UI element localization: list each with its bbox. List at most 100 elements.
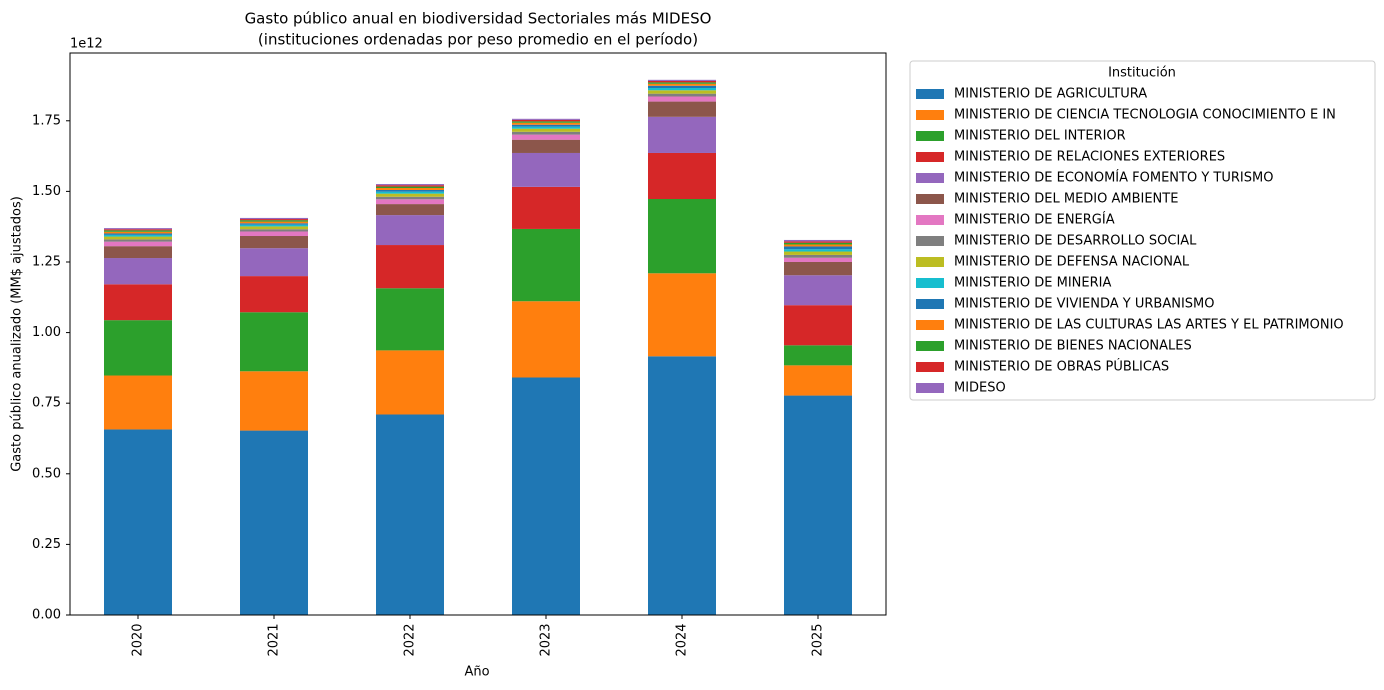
x-tick-label: 2020 — [131, 623, 146, 656]
legend-label: MINISTERIO DE ENERGÍA — [954, 212, 1115, 228]
legend-swatch — [916, 194, 944, 204]
bar-segment — [240, 219, 308, 221]
bar-segment — [104, 320, 172, 376]
y-tick-label: 0.25 — [32, 537, 61, 552]
bar-segment — [784, 261, 852, 276]
bar-segment — [240, 217, 308, 220]
legend-label: MINISTERIO DE DEFENSA NACIONAL — [954, 255, 1190, 270]
legend-swatch — [916, 278, 944, 288]
bar-segment — [240, 221, 308, 224]
legend-label: MINISTERIO DE CIENCIA TECNOLOGIA CONOCIM… — [954, 108, 1336, 123]
bar-segment — [240, 224, 308, 227]
bar-segment — [784, 241, 852, 243]
bar-segment — [648, 96, 716, 102]
bar-segment — [512, 118, 580, 120]
y-tick-label: 1.25 — [32, 254, 61, 269]
bar-segment — [376, 199, 444, 205]
legend-swatch — [916, 89, 944, 99]
bar-segment — [648, 199, 716, 274]
bar-segment — [104, 258, 172, 285]
bar-segment — [784, 242, 852, 245]
bar-segment — [784, 239, 852, 242]
bar-segment — [240, 312, 308, 372]
bar-segment — [784, 246, 852, 250]
bar-segment — [512, 377, 580, 615]
x-tick-label: 2022 — [403, 623, 418, 656]
bar-segment — [648, 82, 716, 84]
bar-segment — [512, 186, 580, 229]
bar-segment — [376, 185, 444, 187]
bar-segment — [648, 85, 716, 89]
bar-segment — [104, 233, 172, 235]
bar-segment — [376, 245, 444, 289]
bar-segment — [784, 345, 852, 366]
bar-segment — [648, 116, 716, 153]
legend-label: MINISTERIO DEL INTERIOR — [954, 129, 1126, 144]
bar-segment — [648, 80, 716, 83]
bar-segment — [512, 119, 580, 122]
legend-box — [909, 60, 1376, 401]
bar-segment — [104, 228, 172, 230]
legend-label: MINISTERIO DE ECONOMÍA FOMENTO Y TURISMO — [954, 170, 1273, 186]
legend-label: MINISTERIO DE BIENES NACIONALES — [954, 339, 1192, 354]
bar-segment — [240, 220, 308, 222]
bar-segment — [240, 276, 308, 313]
x-tick-label: 2025 — [811, 623, 826, 656]
bar-segment — [784, 251, 852, 255]
y-axis-label: Gasto público anualizado (MM$ ajustados) — [10, 196, 25, 472]
bar-segment — [512, 152, 580, 187]
x-tick-label: 2021 — [267, 623, 282, 656]
bar-segment — [648, 83, 716, 86]
legend-swatch — [916, 131, 944, 141]
bar-segment — [512, 128, 580, 132]
bar-segment — [376, 187, 444, 190]
bar-segment — [784, 249, 852, 252]
bar-segment — [240, 430, 308, 615]
bar-segment — [376, 204, 444, 216]
y-tick-label: 1.50 — [32, 184, 61, 199]
bar-segment — [104, 375, 172, 430]
bar-segment — [648, 79, 716, 81]
legend-label: MINISTERIO DEL MEDIO AMBIENTE — [954, 192, 1178, 207]
bar-segment — [648, 152, 716, 200]
legend-swatch — [916, 152, 944, 162]
bar-segment — [512, 124, 580, 127]
bar-segment — [784, 365, 852, 396]
legend-label: MINISTERIO DE AGRICULTURA — [954, 87, 1147, 102]
bar-segment — [512, 122, 580, 125]
bar-segment — [376, 186, 444, 188]
bar-segment — [512, 301, 580, 378]
bar-segment — [104, 239, 172, 242]
bar-segment — [784, 275, 852, 306]
bar-segment — [512, 126, 580, 129]
bar-segment — [376, 191, 444, 194]
bar-segment — [376, 184, 444, 186]
legend-swatch — [916, 383, 944, 393]
plot-frame — [69, 52, 887, 616]
bar-segment — [104, 284, 172, 321]
bar-segment — [784, 395, 852, 615]
bar-segment — [240, 371, 308, 431]
x-tick-label: 2024 — [675, 623, 690, 656]
legend-title: Institución — [1108, 66, 1176, 81]
bar-segment — [104, 230, 172, 232]
y-tick-label: 1.75 — [32, 113, 61, 128]
bar-segment — [784, 244, 852, 247]
legend-label: MINISTERIO DE DESARROLLO SOCIAL — [954, 234, 1197, 249]
bar-segment — [784, 257, 852, 262]
y-offset-label: 1e12 — [70, 37, 103, 52]
legend-label: MIDESO — [954, 381, 1006, 396]
x-tick-label: 2023 — [539, 623, 554, 656]
y-tick-label: 1.00 — [32, 325, 61, 340]
legend-swatch — [916, 320, 944, 330]
bar-segment — [240, 248, 308, 277]
y-tick-label: 0.00 — [32, 608, 61, 623]
bar-segment — [104, 236, 172, 240]
bar-segment — [104, 246, 172, 259]
bar-segment — [104, 229, 172, 231]
bar-segment — [376, 196, 444, 200]
bar-segment — [104, 241, 172, 247]
chart-subtitle: (instituciones ordenadas por peso promed… — [258, 31, 698, 49]
bar-segment — [648, 88, 716, 91]
